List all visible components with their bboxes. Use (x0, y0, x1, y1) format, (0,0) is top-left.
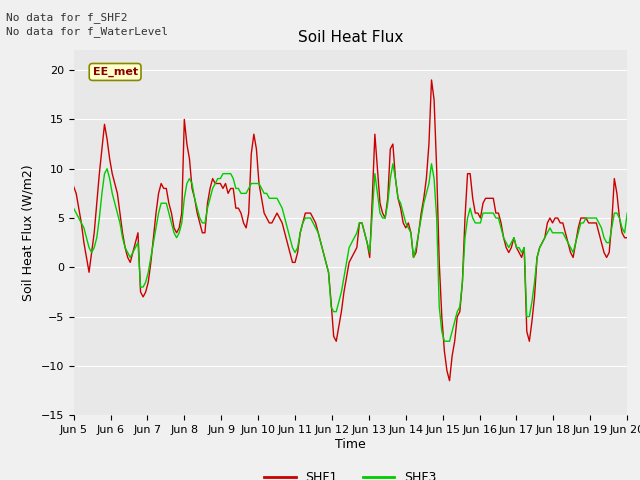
Y-axis label: Soil Heat Flux (W/m2): Soil Heat Flux (W/m2) (22, 165, 35, 301)
X-axis label: Time: Time (335, 438, 366, 451)
Text: No data for f_SHF2: No data for f_SHF2 (6, 12, 128, 23)
Title: Soil Heat Flux: Soil Heat Flux (298, 30, 403, 45)
Text: EE_met: EE_met (93, 67, 138, 77)
Legend: SHF1, SHF3: SHF1, SHF3 (259, 466, 442, 480)
Text: No data for f_WaterLevel: No data for f_WaterLevel (6, 26, 168, 37)
